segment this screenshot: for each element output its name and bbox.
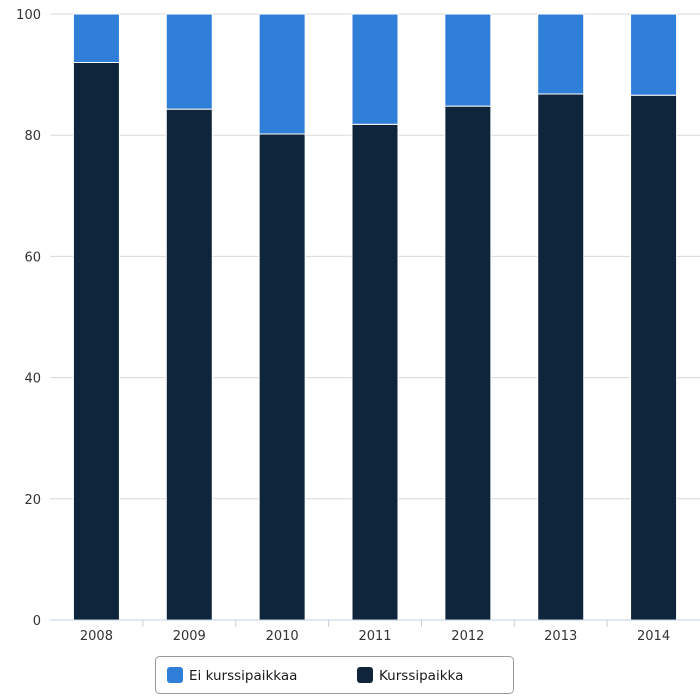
x-tick-label: 2011 [358,629,391,644]
y-tick-label: 100 [16,8,41,23]
y-tick-label: 60 [24,250,41,265]
bar-kurssipaikka-2013[interactable] [537,93,585,621]
bar-kurssipaikka-2008[interactable] [72,61,120,621]
x-tick-label: 2008 [80,629,113,644]
legend-swatch-ei-kurssipaikkaa [167,667,183,683]
bar-kurssipaikka-2012[interactable] [444,105,492,621]
bar-kurssipaikka-2010[interactable] [258,133,306,621]
bars [72,13,678,621]
bar-ei-kurssipaikkaa-2011[interactable] [351,13,399,125]
y-axis-labels: 0 20 40 60 80 100 [16,8,41,629]
legend-label-kurssipaikka[interactable]: Kurssipaikka [379,668,463,684]
bar-kurssipaikka-2014[interactable] [630,94,678,621]
bar-ei-kurssipaikkaa-2010[interactable] [258,13,306,135]
legend-label-ei-kurssipaikkaa[interactable]: Ei kurssipaikkaa [189,668,297,684]
x-tick-label: 2012 [451,629,484,644]
bar-ei-kurssipaikkaa-2013[interactable] [537,13,585,95]
x-axis-labels: 2008 2009 2010 2011 2012 2013 2014 [80,620,670,644]
x-tick-label: 2013 [544,629,577,644]
legend-box [155,656,514,694]
y-tick-label: 0 [33,614,41,629]
y-tick-label: 20 [24,493,41,508]
bar-ei-kurssipaikkaa-2014[interactable] [630,13,678,96]
bar-ei-kurssipaikkaa-2012[interactable] [444,13,492,107]
x-tick-label: 2010 [266,629,299,644]
legend-swatch-kurssipaikka [357,667,373,683]
y-tick-label: 40 [24,372,41,387]
x-tick-label: 2009 [173,629,206,644]
bar-kurssipaikka-2011[interactable] [351,123,399,621]
y-tick-label: 80 [24,129,41,144]
bar-kurssipaikka-2009[interactable] [165,108,213,621]
bar-ei-kurssipaikkaa-2009[interactable] [165,13,213,110]
bar-ei-kurssipaikkaa-2008[interactable] [72,13,120,63]
x-tick-label: 2014 [637,629,670,644]
legend[interactable]: Ei kurssipaikkaa Kurssipaikka [155,656,514,694]
